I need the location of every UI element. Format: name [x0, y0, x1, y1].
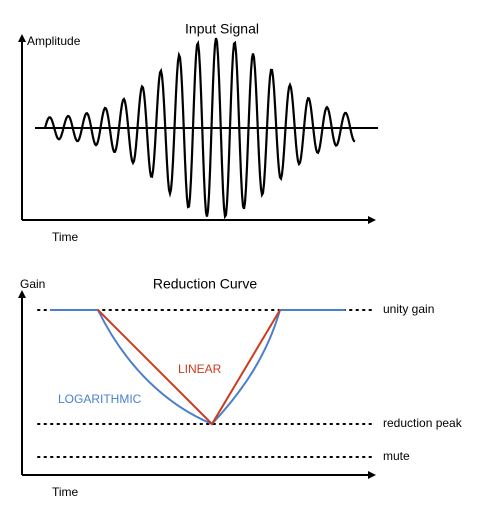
curve-label: LOGARITHMIC: [58, 392, 142, 406]
linear-curve: [97, 309, 281, 426]
waveform: [43, 37, 356, 220]
axis-label: Gain: [20, 277, 45, 291]
panel-title: Input Signal: [185, 21, 259, 37]
axis-label: Amplitude: [27, 34, 81, 48]
level-label: unity gain: [383, 302, 434, 316]
axis-label: Time: [52, 485, 79, 499]
panel-title: Reduction Curve: [153, 276, 257, 292]
level-label: mute: [383, 449, 410, 463]
axis-label: Time: [52, 230, 79, 244]
curve-label: LINEAR: [178, 362, 222, 376]
level-label: reduction peak: [383, 416, 463, 430]
